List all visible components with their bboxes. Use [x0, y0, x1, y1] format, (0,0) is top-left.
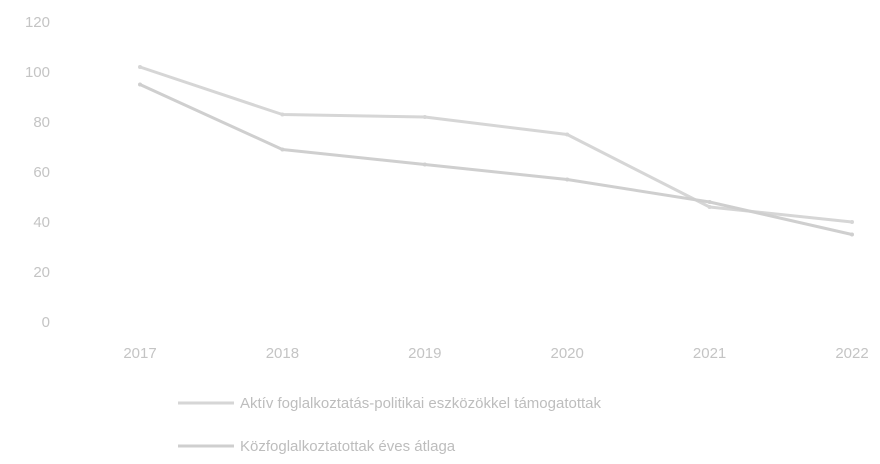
y-tick-label: 60 [33, 164, 50, 181]
data-point [422, 162, 427, 167]
y-tick-label: 40 [33, 214, 50, 231]
data-point [138, 65, 142, 69]
y-tick-label: 100 [25, 64, 50, 81]
legend-label: Aktív foglalkoztatás-politikai eszközökk… [240, 395, 602, 412]
series-line-2 [138, 83, 854, 236]
x-tick-label: 2020 [551, 345, 584, 362]
legend-label: Közfoglalkoztatottak éves átlaga [240, 438, 456, 455]
plot-area [138, 65, 854, 237]
x-tick-label: 2018 [266, 345, 299, 362]
x-tick-label: 2017 [123, 345, 156, 362]
data-point [850, 220, 854, 224]
y-tick-label: 80 [33, 114, 50, 131]
data-point [850, 232, 854, 237]
data-point [138, 82, 142, 87]
y-axis: 0 20 40 60 80 100 120 [25, 14, 50, 331]
data-point [280, 112, 285, 117]
y-tick-label: 0 [42, 314, 50, 331]
data-point [707, 205, 712, 209]
y-tick-label: 20 [33, 264, 50, 281]
data-point [280, 147, 285, 152]
data-point [422, 115, 427, 119]
x-axis: 2017 2018 2019 2020 2021 2022 [123, 345, 868, 362]
data-point [565, 132, 570, 137]
series-line-1 [138, 65, 854, 224]
x-tick-label: 2019 [408, 345, 441, 362]
data-point [707, 200, 712, 204]
data-point [565, 177, 570, 182]
x-tick-label: 2021 [693, 345, 726, 362]
legend: Aktív foglalkoztatás-politikai eszközökk… [178, 395, 602, 455]
y-tick-label: 120 [25, 14, 50, 31]
x-tick-label: 2022 [835, 345, 868, 362]
